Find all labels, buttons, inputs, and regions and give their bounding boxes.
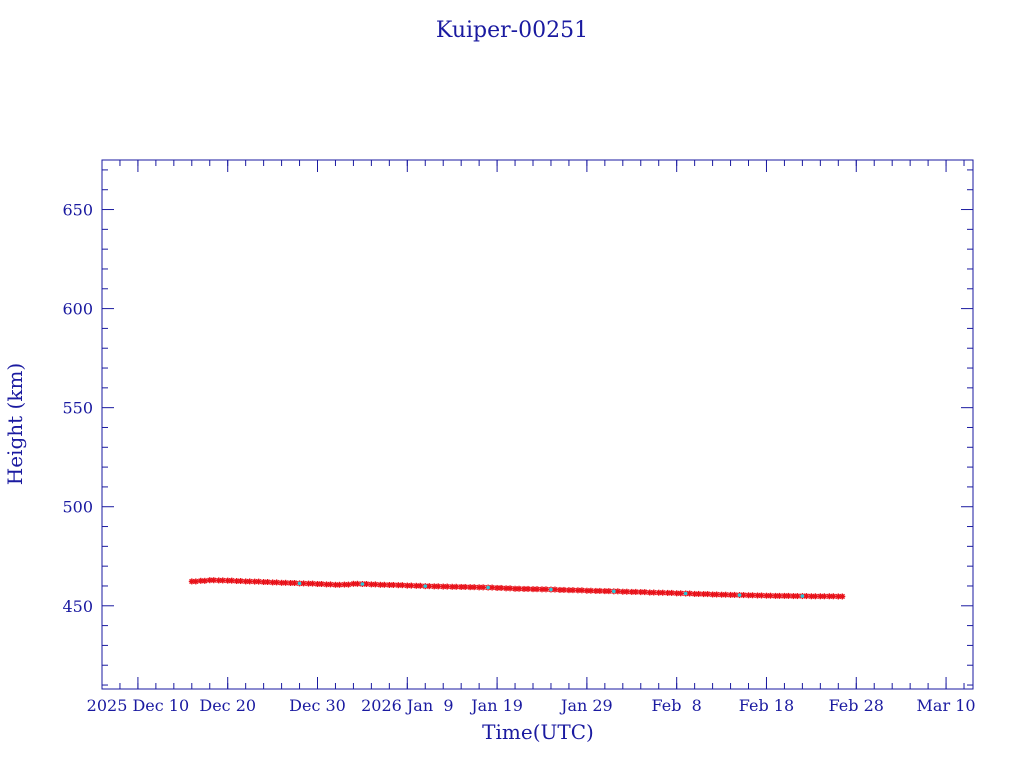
x-tick-label: Feb 28 (829, 696, 884, 715)
x-tick-label: Jan 29 (559, 696, 613, 715)
data-point (737, 593, 742, 597)
data-point (549, 587, 553, 592)
data-point (800, 594, 805, 598)
data-point (300, 580, 307, 587)
x-tick-labels: 2025 Dec 10 Dec 20 Dec 30 2026 Jan 9 Jan 19 J… (87, 696, 976, 715)
data-point (336, 581, 343, 588)
x-axis-label: Time(UTC) (482, 720, 594, 744)
data-point (650, 589, 657, 596)
data-point (704, 591, 711, 598)
plot-area-frame (101, 159, 974, 690)
x-tick-label: Mar 10 (917, 696, 976, 715)
data-point (740, 592, 747, 599)
data-point (686, 590, 693, 597)
data-point (601, 588, 608, 595)
data-point (390, 581, 397, 588)
data-point (605, 588, 612, 595)
data-point (655, 589, 662, 596)
y-tick-label: 500 (62, 498, 93, 517)
y-tick-label: 450 (62, 597, 93, 616)
data-point (233, 578, 240, 585)
data-point (372, 581, 379, 588)
data-point (255, 578, 262, 585)
data-point (404, 582, 411, 589)
data-point (646, 589, 653, 596)
data-point (691, 590, 698, 597)
x-tick-label: Feb 8 (652, 696, 702, 715)
data-point (444, 583, 451, 590)
y-axis-ticks (102, 169, 973, 686)
data-point (498, 584, 505, 591)
data-point (772, 592, 779, 599)
data-point (395, 582, 402, 589)
data-point (413, 582, 420, 589)
x-tick-label: Dec 20 (199, 696, 256, 715)
y-tick-label: 600 (62, 300, 93, 319)
data-point (449, 583, 456, 590)
x-tick-label: Dec 30 (289, 696, 346, 715)
data-point (314, 580, 321, 587)
data-point (215, 577, 222, 584)
x-tick-label: Jan 19 (469, 696, 523, 715)
data-point (839, 593, 846, 600)
data-point (489, 584, 496, 591)
data-point (323, 581, 330, 588)
data-point (423, 584, 428, 588)
y-axis-label: Height (km) (3, 363, 27, 485)
x-tick-label: Feb 18 (739, 696, 794, 715)
x-axis-ticks (101, 160, 965, 689)
x-tick-label: 2026 Jan 9 (361, 696, 453, 715)
data-point (297, 581, 302, 586)
y-tick-label: 650 (62, 201, 93, 220)
data-point (612, 589, 616, 594)
series-0 (188, 577, 846, 600)
data-point (431, 583, 438, 590)
data-point (767, 592, 774, 599)
data-point (360, 582, 365, 586)
y-tick-label: 550 (62, 399, 93, 418)
data-point (486, 585, 490, 590)
data-point (830, 593, 837, 600)
data-point (794, 593, 801, 600)
series-1 (297, 581, 805, 598)
data-point (683, 591, 688, 596)
data-point (668, 589, 675, 596)
chart-title: Kuiper-00251 (436, 18, 588, 43)
data-point (560, 586, 567, 593)
data-point (628, 588, 635, 595)
data-point (251, 578, 258, 585)
data-point (210, 577, 217, 584)
data-point (345, 581, 352, 588)
y-tick-labels: 450 500 550 600 650 (62, 201, 93, 616)
x-tick-label: 2025 Dec 10 (87, 696, 190, 715)
series-marks (188, 577, 846, 600)
